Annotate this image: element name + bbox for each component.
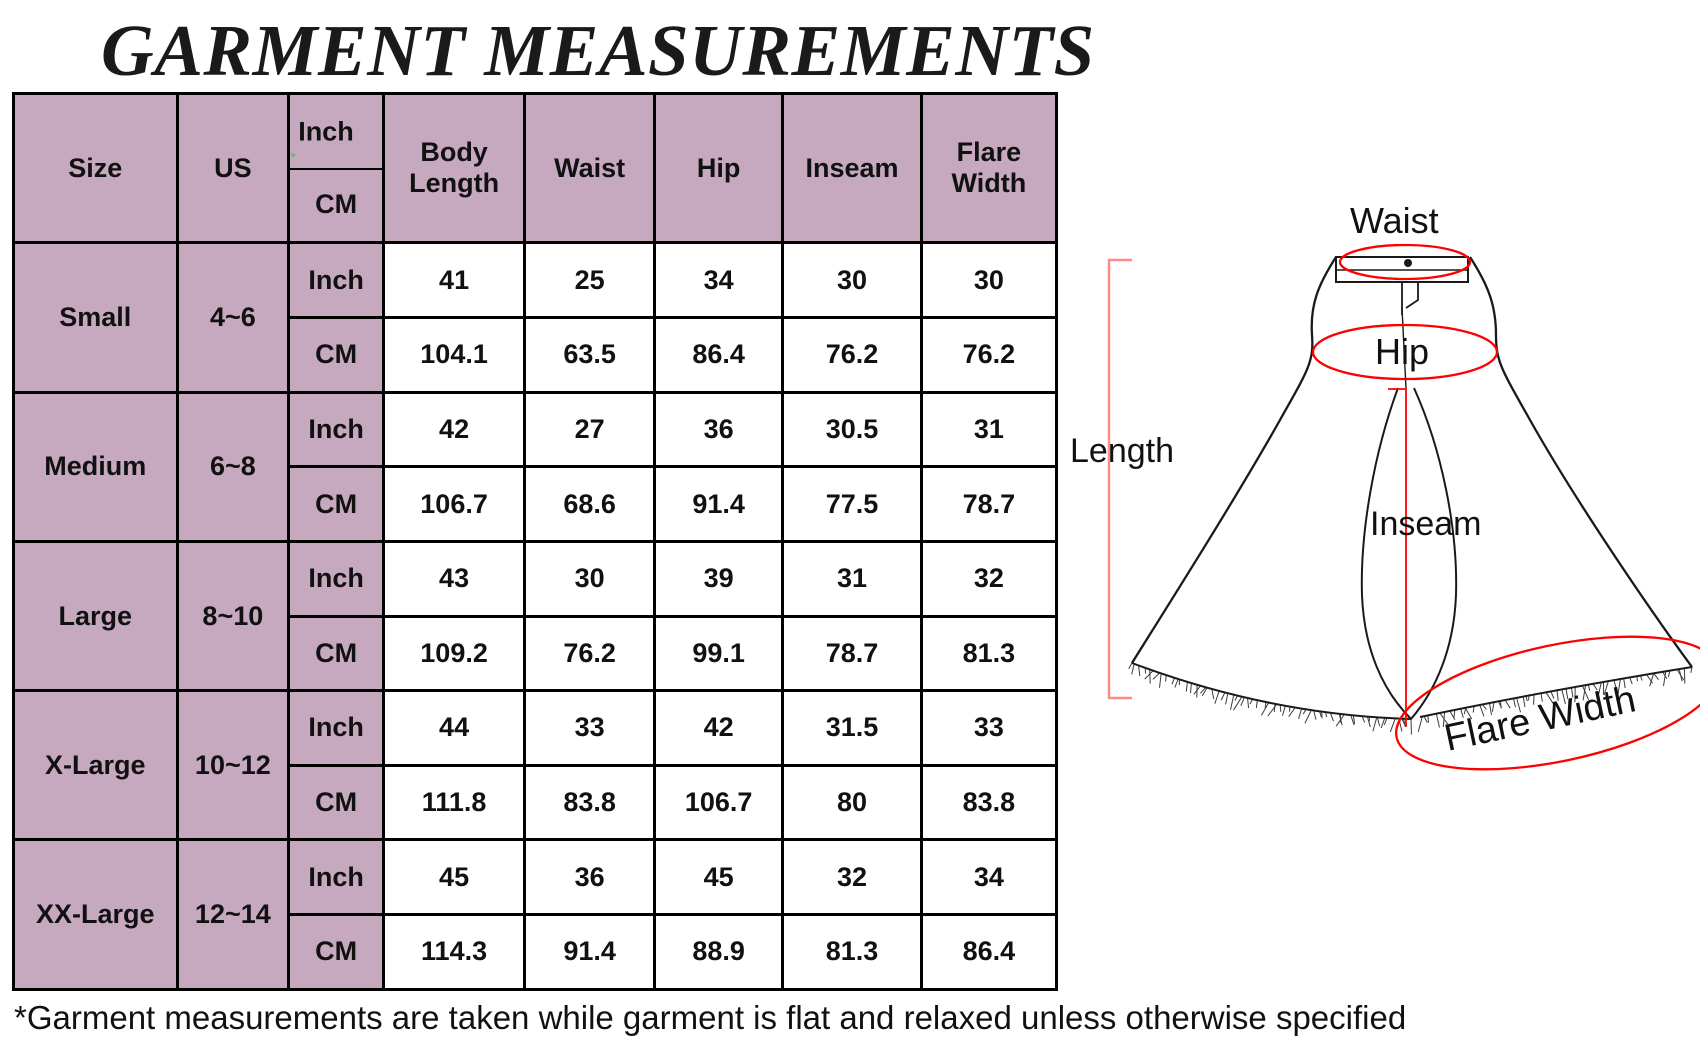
svg-text:Waist: Waist	[1350, 200, 1439, 241]
svg-text:Length: Length	[1070, 432, 1174, 470]
svg-text:Hip: Hip	[1375, 331, 1429, 372]
svg-text:Flare Width: Flare Width	[1441, 678, 1640, 759]
svg-text:Inseam: Inseam	[1370, 505, 1482, 543]
